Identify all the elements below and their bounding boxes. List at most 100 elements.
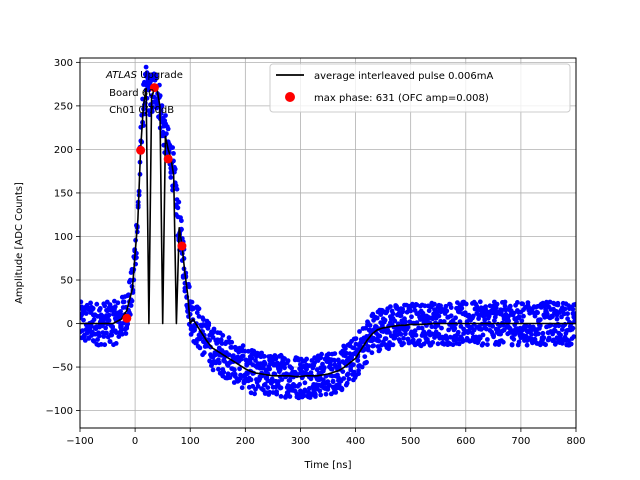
scatter-point [172,166,178,172]
scatter-point [509,342,515,347]
scatter-point [359,364,365,370]
scatter-point [317,388,323,394]
scatter-point [378,312,384,317]
scatter-point [529,332,534,337]
annotation-line1: ATLAS Upgrade [105,70,183,81]
scatter-point [110,324,115,329]
scatter-point [329,373,335,379]
legend-box [269,63,571,113]
scatter-point [485,337,490,342]
y-tick-label: 0 [67,319,73,330]
scatter-point [239,385,245,391]
scatter-point [82,333,87,339]
scatter-point [326,351,332,357]
scatter-point [493,305,499,311]
scatter-point [448,305,454,310]
scatter-point [374,315,380,321]
scatter-point [429,324,435,330]
annotation-line3: Ch01 0/70dB [106,105,174,116]
scatter-point [556,323,562,329]
scatter-point [565,316,570,322]
scatter-point [398,331,404,337]
scatter-point [573,302,576,308]
scatter-point [365,347,371,353]
scatter-point [398,313,404,318]
scatter-point [318,392,324,398]
x-tick-label: 700 [511,436,530,447]
scatter-point [225,371,231,377]
scatter-point [414,302,420,308]
scatter-point [274,389,279,395]
scatter-point [491,334,496,340]
scatter-point [302,387,308,393]
scatter-point [554,316,560,322]
scatter-point [499,309,504,314]
scatter-point [523,323,529,329]
scatter-point [229,339,235,345]
scatter-point [330,378,336,384]
scatter-point [104,330,109,336]
scatter-point [524,342,530,348]
scatter-point [226,335,232,341]
scatter-point [175,205,181,211]
scatter-point [571,334,576,340]
scatter-point [109,332,115,338]
scatter-point [455,329,461,335]
scatter-point [516,339,522,345]
scatter-point [328,362,333,368]
annotation-line2: Board 60 [106,88,154,99]
scatter-point [318,365,324,371]
scatter-point [83,311,89,316]
scatter-point [304,366,309,372]
scatter-point [319,351,324,357]
scatter-point [201,317,206,322]
x-tick-label: 500 [401,436,420,447]
scatter-point [536,331,541,337]
y-tick-label: −100 [46,406,73,417]
scatter-point [448,313,454,319]
scatter-point [267,366,272,372]
scatter-point [332,351,338,356]
y-tick-label: 50 [60,276,73,287]
scatter-point [405,324,411,330]
scatter-point [179,218,184,224]
x-tick-label: 800 [566,436,585,447]
scatter-point [355,358,361,363]
scatter-point [572,311,576,316]
scatter-point [318,355,324,361]
scatter-point [470,313,476,319]
scatter-point [321,365,327,370]
scatter-point [382,317,388,323]
scatter-point [129,298,135,304]
legend-label-maxphase: max phase: 631 (OFC amp=0.008) [314,93,489,104]
scatter-point [285,358,291,364]
scatter-point [506,318,511,323]
average-pulse-series [80,87,576,378]
x-tick-label: −100 [66,436,93,447]
scatter-point [520,301,526,307]
plot-frame [79,57,577,429]
scatter-point [276,379,281,384]
scatter-point [420,310,426,316]
scatter-point [231,367,237,373]
scatter-point [438,318,443,324]
scatter-point [356,371,361,377]
scatter-point [88,300,93,306]
scatter-point [216,366,221,372]
scatter-point [91,317,97,322]
scatter-point [287,394,293,399]
scatter-point [279,377,285,382]
scatter-point [541,335,547,341]
scatter-point [219,341,225,346]
scatter-point [487,303,493,309]
scatter-point [119,331,125,337]
scatter-point [106,312,112,318]
scatter-point [112,304,118,310]
scatter-point [343,350,349,356]
scatter-point [416,325,421,331]
scatter-point [362,354,368,359]
scatter-point [95,313,100,319]
scatter-point [500,339,506,345]
scatter-point [568,341,574,347]
scatter-point [344,380,350,386]
